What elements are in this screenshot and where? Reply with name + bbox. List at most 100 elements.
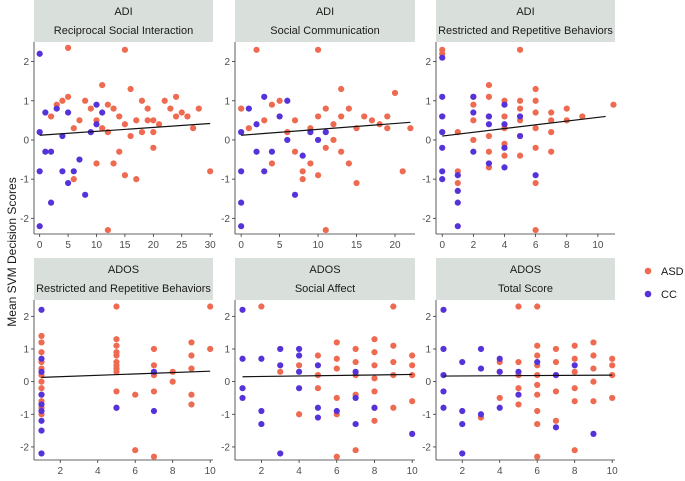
- asd-point: [609, 362, 616, 369]
- asd-point: [113, 336, 120, 343]
- asd-point: [104, 226, 111, 234]
- cc-point: [352, 394, 359, 402]
- asd-point: [590, 365, 597, 372]
- strip-instrument: ADI: [316, 6, 334, 18]
- asd-point: [571, 342, 578, 349]
- asd-point: [133, 117, 140, 124]
- asd-point: [515, 303, 522, 310]
- asd-point: [496, 394, 503, 402]
- cc-point: [38, 355, 45, 362]
- asd-point: [314, 113, 322, 120]
- cc-point: [440, 372, 447, 379]
- cc-point: [42, 109, 49, 116]
- y-tick-label: -2: [20, 442, 29, 453]
- cc-point: [38, 427, 45, 434]
- asd-point: [361, 113, 368, 120]
- cc-point: [38, 450, 45, 457]
- y-tick-label: -1: [20, 175, 29, 186]
- asd-point: [409, 352, 416, 359]
- strip-instrument: ADOS: [108, 264, 139, 276]
- asd-point: [333, 453, 340, 460]
- cc-point: [261, 93, 268, 100]
- asd-point: [184, 113, 191, 120]
- y-tick-label: -1: [221, 175, 230, 186]
- panel-3: ADI Restricted and Repetitive Behaviors -2…: [422, 0, 617, 251]
- asd-point: [245, 125, 252, 132]
- cc-point: [277, 345, 284, 353]
- cc-point: [238, 168, 245, 175]
- cc-point: [42, 148, 49, 155]
- asd-point: [82, 97, 89, 104]
- cc-point: [59, 132, 66, 140]
- cc-point: [239, 394, 246, 402]
- asd-point: [563, 105, 570, 112]
- cc-point: [291, 191, 299, 198]
- asd-point: [104, 101, 111, 108]
- cc-point: [150, 368, 158, 375]
- x-tick-label: 10: [91, 240, 103, 251]
- cc-point: [459, 407, 466, 415]
- asd-point: [121, 121, 129, 128]
- legend-asd-label: ASD: [661, 266, 684, 278]
- y-tick-label: -1: [221, 410, 230, 421]
- cc-point: [238, 199, 245, 206]
- cc-point: [352, 368, 359, 375]
- asd-point: [548, 148, 555, 155]
- x-tick-label: 8: [372, 466, 378, 477]
- asd-point: [532, 125, 539, 132]
- cc-point: [485, 121, 493, 128]
- asd-point: [138, 97, 146, 104]
- asd-point: [169, 368, 176, 375]
- asd-point: [390, 342, 397, 349]
- asd-point: [261, 117, 268, 124]
- y-tick-label: 0: [23, 377, 29, 388]
- x-tick-label: 4: [296, 466, 302, 477]
- asd-point: [38, 349, 45, 356]
- trend-line: [443, 374, 613, 377]
- asd-point: [59, 97, 66, 104]
- asd-point: [38, 339, 45, 346]
- cc-point: [38, 407, 45, 415]
- asd-point: [485, 93, 493, 100]
- x-tick-label: 6: [534, 466, 540, 477]
- asd-point: [307, 160, 314, 167]
- x-tick-label: 4: [502, 240, 508, 251]
- asd-point: [38, 385, 45, 392]
- asd-point: [338, 148, 345, 155]
- asd-point: [161, 97, 168, 104]
- asd-point: [150, 453, 158, 460]
- asd-point: [470, 101, 477, 108]
- cc-point: [76, 156, 83, 163]
- y-tick-label: 0: [224, 135, 230, 146]
- trend-line: [242, 373, 413, 378]
- x-tick-label: 0: [439, 240, 445, 251]
- x-tick-label: 15: [351, 240, 363, 251]
- asd-point: [516, 105, 524, 112]
- asd-point: [188, 391, 195, 398]
- asd-point: [330, 121, 337, 128]
- y-tick-label: 2: [224, 57, 230, 68]
- x-tick-label: 2: [471, 240, 477, 251]
- asd-point: [116, 148, 123, 155]
- cc-point: [439, 176, 446, 183]
- asd-point: [127, 85, 134, 93]
- asd-point: [516, 152, 524, 159]
- asd-point: [571, 368, 578, 375]
- asd-point: [352, 345, 359, 353]
- cc-point: [245, 105, 252, 112]
- cc-point: [64, 109, 72, 116]
- cc-point: [258, 407, 265, 415]
- asd-point: [532, 109, 539, 116]
- asd-point: [47, 113, 55, 120]
- x-tick-label: 8: [564, 240, 570, 251]
- trend-line: [241, 121, 411, 136]
- asd-point: [322, 226, 329, 234]
- plot-area: [235, 42, 415, 234]
- y-tick-label: 2: [23, 312, 29, 323]
- asd-point: [409, 362, 416, 369]
- x-tick-label: 25: [176, 240, 188, 251]
- strip-instrument: ADI: [516, 6, 534, 18]
- asd-point: [384, 125, 391, 132]
